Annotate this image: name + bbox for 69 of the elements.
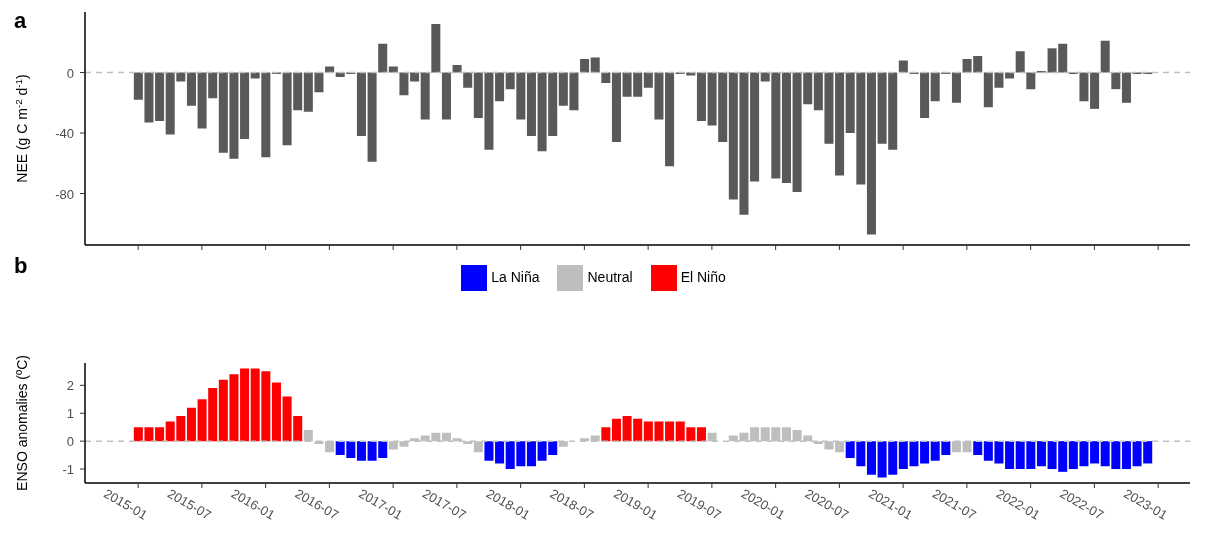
bar bbox=[240, 72, 250, 140]
bar bbox=[696, 427, 706, 442]
bar bbox=[1015, 51, 1025, 73]
bar bbox=[526, 72, 536, 137]
bar bbox=[1111, 72, 1121, 90]
bar bbox=[866, 72, 876, 235]
bar bbox=[781, 72, 791, 183]
bar bbox=[240, 368, 250, 442]
bar bbox=[155, 427, 165, 442]
bar bbox=[696, 72, 706, 121]
bar bbox=[410, 72, 420, 82]
bar bbox=[601, 72, 611, 84]
legend-label: Neutral bbox=[587, 268, 633, 285]
bar bbox=[951, 72, 961, 103]
bar bbox=[463, 72, 473, 88]
bar bbox=[750, 72, 760, 182]
bar bbox=[1005, 441, 1015, 470]
bar bbox=[526, 441, 536, 467]
bar bbox=[431, 24, 441, 73]
bar bbox=[388, 66, 398, 73]
bar bbox=[920, 72, 930, 118]
bar bbox=[973, 441, 983, 456]
y-tick-label: 0 bbox=[66, 65, 74, 81]
bar bbox=[325, 66, 335, 73]
bar bbox=[495, 72, 505, 102]
bar bbox=[1090, 72, 1100, 109]
legend-label: El Niño bbox=[680, 268, 726, 285]
y-axis-title: ENSO anomalies (ºC) bbox=[14, 355, 30, 491]
chart-title: b bbox=[14, 253, 28, 279]
y-tick-label: -80 bbox=[55, 186, 74, 202]
bar bbox=[441, 72, 451, 120]
bar bbox=[866, 441, 876, 475]
bar bbox=[1121, 72, 1131, 103]
bar bbox=[186, 407, 196, 442]
bar bbox=[601, 427, 611, 442]
bar bbox=[399, 72, 409, 96]
bar bbox=[920, 441, 930, 464]
bar bbox=[155, 72, 165, 121]
bar bbox=[1090, 441, 1100, 464]
bar bbox=[484, 441, 494, 461]
bar bbox=[611, 418, 621, 442]
legend-label: La Niña bbox=[491, 268, 540, 285]
bar bbox=[1121, 441, 1131, 470]
y-tick-label: 2 bbox=[66, 378, 74, 394]
bar bbox=[356, 441, 366, 461]
y-tick-label: -1 bbox=[62, 462, 74, 478]
bar bbox=[665, 421, 675, 442]
bar bbox=[898, 60, 908, 73]
bar bbox=[356, 72, 366, 137]
bar bbox=[1005, 72, 1015, 79]
bar bbox=[495, 441, 505, 464]
bar bbox=[378, 43, 388, 73]
y-tick-label: -40 bbox=[55, 126, 74, 142]
y-tick-label: 0 bbox=[66, 434, 74, 450]
bar bbox=[1100, 40, 1110, 73]
chart-title: a bbox=[14, 8, 27, 34]
bar bbox=[186, 72, 196, 106]
bar bbox=[580, 58, 590, 73]
bar bbox=[452, 64, 462, 73]
bar bbox=[271, 382, 281, 442]
bar bbox=[420, 72, 430, 120]
bar bbox=[590, 57, 600, 73]
y-tick-label: 1 bbox=[66, 406, 74, 422]
bar bbox=[367, 72, 377, 162]
bar bbox=[1026, 72, 1036, 90]
bar bbox=[611, 72, 621, 143]
bar bbox=[1036, 441, 1046, 467]
bar bbox=[835, 72, 845, 176]
bar bbox=[665, 72, 675, 167]
